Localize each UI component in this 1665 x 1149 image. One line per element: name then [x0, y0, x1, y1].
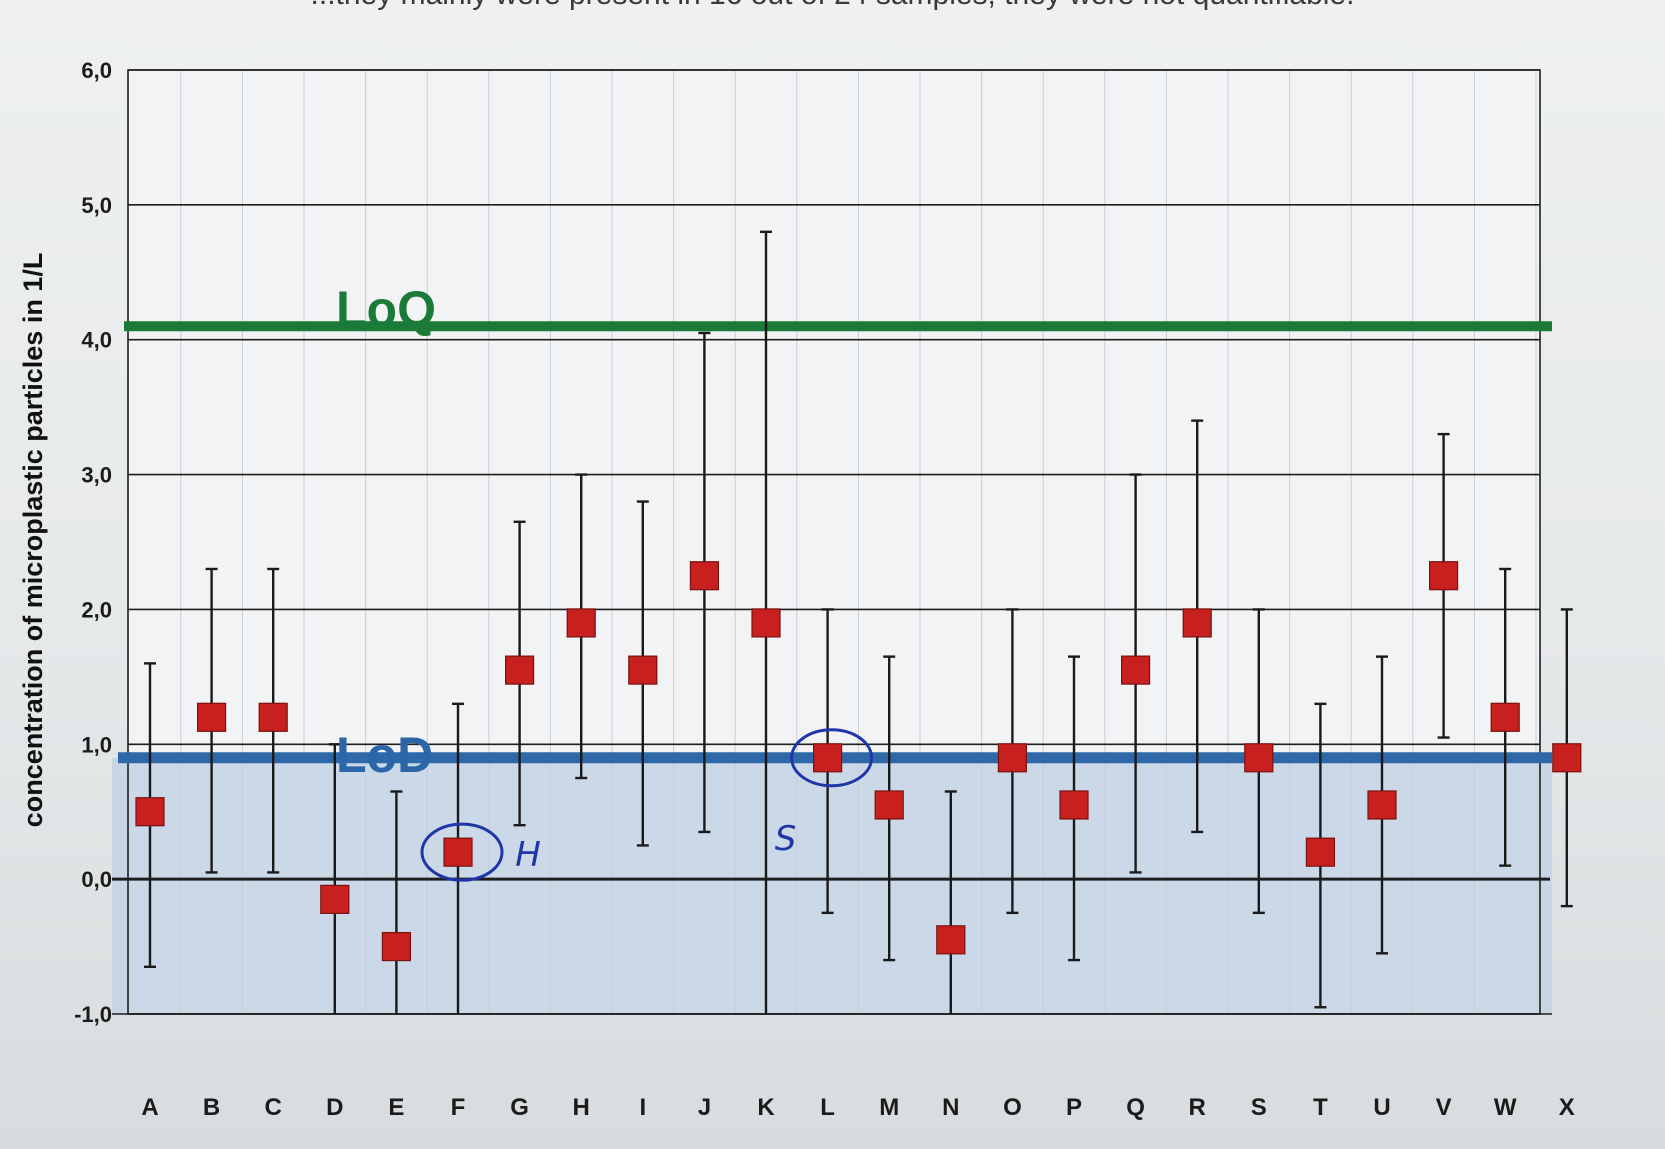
data-point-a	[135, 797, 165, 827]
y-tick-label: -1,0	[74, 1002, 112, 1027]
lod-label: LoD	[336, 727, 433, 783]
x-tick-label: M	[879, 1094, 899, 1121]
annotation-circle-f	[420, 822, 504, 882]
data-point-r	[1182, 608, 1212, 638]
data-point-b	[197, 702, 227, 732]
x-tick-label: U	[1373, 1094, 1390, 1121]
data-point-c	[258, 702, 288, 732]
x-tick-label: R	[1189, 1094, 1206, 1121]
x-tick-label: V	[1436, 1094, 1452, 1121]
data-point-n	[936, 925, 966, 955]
data-point-v	[1428, 561, 1459, 591]
data-point-q	[1120, 655, 1151, 685]
x-tick-label: B	[203, 1094, 220, 1121]
data-point-l	[812, 743, 843, 773]
data-point-d	[320, 884, 350, 914]
x-tick-label: L	[820, 1094, 835, 1121]
x-tick-label: O	[1003, 1094, 1022, 1121]
y-tick-label: 1,0	[81, 732, 112, 757]
below-lod-shading	[112, 757, 1552, 1014]
x-tick-label: E	[388, 1094, 404, 1121]
x-tick-label: I	[639, 1094, 646, 1121]
x-tick-label: C	[265, 1094, 282, 1121]
data-point-g	[505, 655, 535, 685]
x-tick-label: P	[1066, 1094, 1082, 1121]
data-point-o	[997, 743, 1028, 773]
x-tick-label: N	[942, 1094, 959, 1121]
x-tick-labels: A B C D E F G H I J K L M N O P Q R S T U V W X	[141, 1094, 1574, 1121]
data-point-m	[874, 790, 904, 820]
data-point-j	[689, 561, 720, 591]
data-point-w	[1490, 702, 1520, 732]
data-point-i	[628, 655, 658, 685]
x-tick-label: A	[141, 1094, 158, 1121]
x-tick-label: W	[1494, 1094, 1517, 1121]
y-tick-labels: 6,0 5,0 4,0 3,0 2,0 1,0 0,0 -1,0	[74, 58, 112, 1027]
y-tick-label: 5,0	[81, 193, 112, 218]
data-points	[135, 561, 1582, 962]
plot-background	[112, 70, 1552, 1014]
y-tick-label: 2,0	[81, 597, 112, 622]
x-tick-label: H	[573, 1094, 590, 1121]
annotation-circle-l	[790, 728, 874, 788]
data-point-e	[381, 931, 411, 962]
x-tick-label: S	[1251, 1094, 1267, 1121]
loq-label: LoQ	[336, 281, 436, 337]
data-point-p	[1059, 790, 1089, 820]
x-tick-label: F	[451, 1094, 466, 1121]
y-tick-label: 6,0	[81, 58, 112, 83]
data-point-u	[1367, 790, 1397, 820]
y-tick-label: 3,0	[81, 463, 112, 488]
data-point-k	[751, 608, 781, 638]
annotation-letter-h: H	[515, 835, 541, 875]
x-tick-label: K	[757, 1094, 775, 1121]
y-axis-title: concentration of microplastic particles …	[18, 253, 48, 828]
x-tick-label: D	[326, 1094, 343, 1121]
y-tick-label: 0,0	[81, 867, 112, 892]
data-point-t	[1305, 837, 1336, 867]
grid	[112, 69, 1552, 1015]
page-caption: ...they mainly were present in 16 out of…	[0, 0, 1665, 12]
data-point-f	[443, 837, 473, 867]
data-point-x	[1552, 743, 1582, 773]
x-tick-label: Q	[1126, 1094, 1145, 1121]
data-point-s	[1244, 743, 1274, 773]
data-point-h	[566, 608, 596, 638]
annotation-letter-s: S	[775, 819, 797, 859]
x-tick-label: G	[510, 1094, 529, 1121]
y-tick-label: 4,0	[81, 328, 112, 353]
x-tick-label: J	[698, 1094, 711, 1121]
x-tick-label: X	[1559, 1094, 1575, 1121]
x-tick-label: T	[1313, 1094, 1328, 1121]
